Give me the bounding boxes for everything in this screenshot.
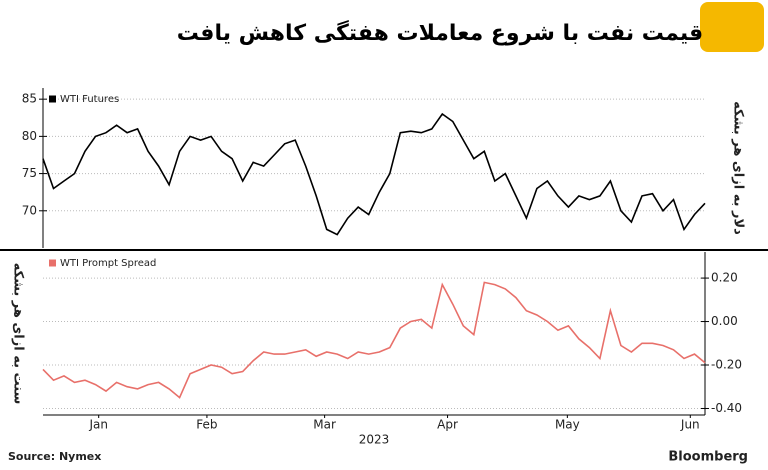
x-axis-label: 2023	[359, 433, 390, 447]
source: Source: Nymex	[8, 450, 101, 463]
y-axis-label: دلار به ازای هر بشکه	[731, 101, 746, 235]
y-tick-label: -0.40	[711, 401, 742, 415]
y-tick-label: 80	[22, 129, 37, 143]
x-tick-label: Jun	[680, 418, 700, 432]
legend-label: WTI Futures	[60, 94, 119, 105]
logo	[700, 2, 764, 52]
x-tick-label: Apr	[437, 418, 458, 432]
x-tick-label: Feb	[196, 418, 217, 432]
brand: Bloomberg	[668, 450, 748, 465]
legend-label: WTI Prompt Spread	[60, 258, 156, 269]
line	[42, 281, 706, 399]
y-tick-label: 0.20	[711, 271, 738, 285]
y-tick-label: 70	[22, 203, 37, 217]
y-tick-label: -0.20	[711, 358, 742, 372]
legend-swatch	[49, 259, 56, 267]
y-tick-label: 0.00	[711, 314, 738, 328]
chart-title: قیمت نفت با شروع معاملات هفتگی کاهش یافت	[177, 19, 703, 46]
y-tick-label: 85	[22, 92, 37, 106]
x-tick-label: Mar	[313, 418, 336, 432]
line	[42, 112, 706, 236]
x-tick-label: May	[555, 418, 580, 432]
x-tick-label: Jan	[88, 418, 108, 432]
y-axis-label: سنت به ازای هر بشکه	[11, 263, 26, 405]
legend-swatch	[49, 95, 56, 103]
y-tick-label: 75	[22, 166, 37, 180]
